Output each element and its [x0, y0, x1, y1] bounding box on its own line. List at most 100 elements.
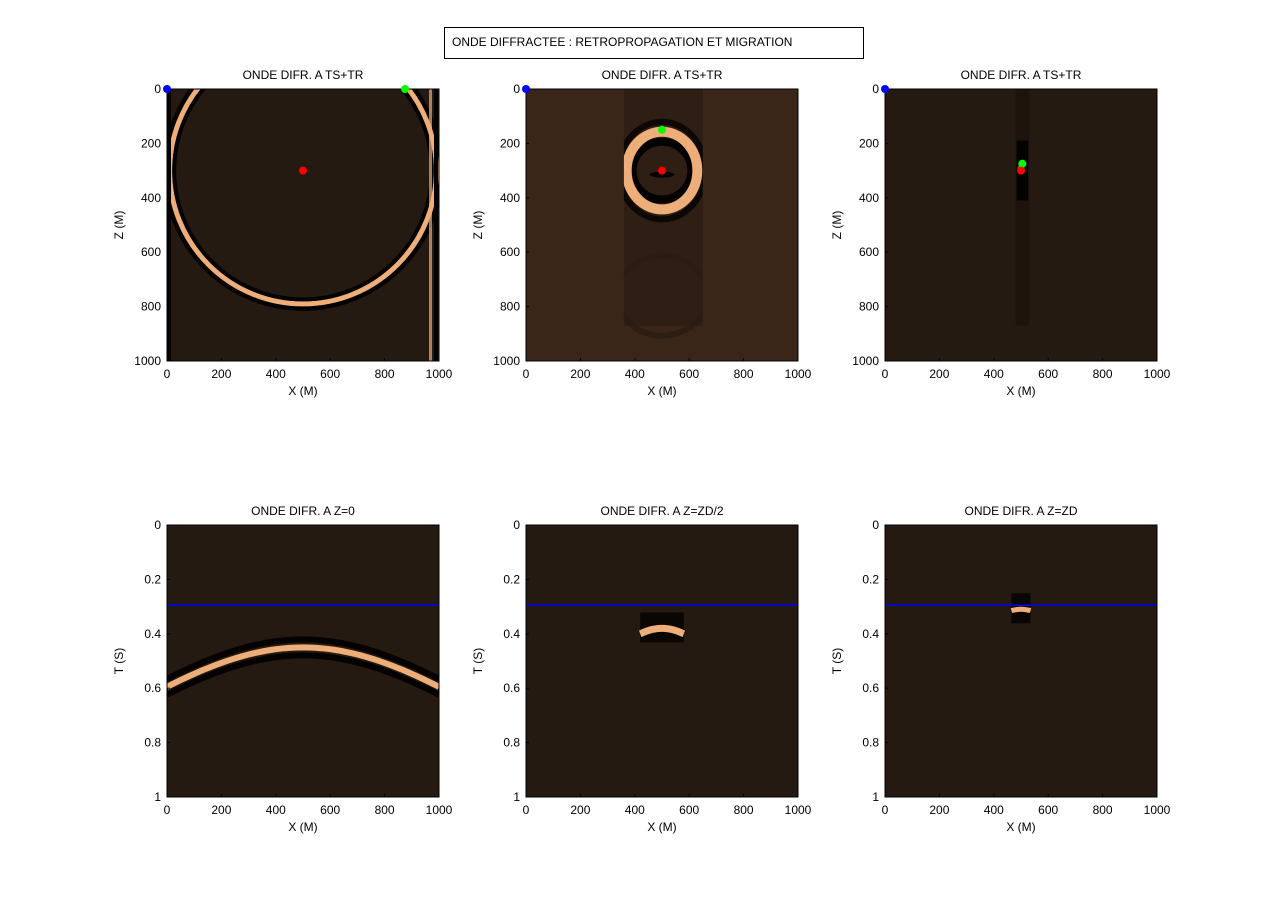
x-tick-label: 400 — [266, 803, 286, 817]
event-bright — [638, 624, 686, 638]
y-tick-label: 0 — [872, 82, 879, 96]
x-tick-label: 0 — [164, 367, 171, 381]
y-tick-label: 200 — [141, 136, 161, 150]
x-tick-label: 1000 — [785, 803, 812, 817]
y-tick-label: 400 — [141, 191, 161, 205]
plot-area — [167, 89, 439, 361]
x-axis-label: X (M) — [288, 384, 317, 398]
x-tick-label: 200 — [570, 803, 590, 817]
x-tick-label: 0 — [882, 367, 889, 381]
wavefront-dark-outer — [623, 118, 703, 223]
image-content — [167, 89, 439, 361]
image-content — [638, 612, 686, 643]
y-tick-label: 0.2 — [144, 572, 161, 586]
source-marker — [881, 85, 889, 93]
figure-title: ONDE DIFFRACTEE : RETROPROPAGATION ET MI… — [444, 27, 864, 59]
wavefront-dark-outer — [167, 89, 439, 311]
image-content — [167, 636, 439, 698]
wavefront-dark-inner — [628, 137, 696, 204]
x-tick-label: 1000 — [1144, 367, 1171, 381]
edge-artifact-left — [167, 89, 171, 361]
y-tick-label: 0 — [872, 518, 879, 532]
x-axis-label: X (M) — [288, 820, 317, 834]
y-tick-label: 1000 — [852, 354, 879, 368]
y-axis-label: T (S) — [112, 648, 126, 674]
y-tick-label: 600 — [500, 245, 520, 259]
x-tick-label: 600 — [320, 367, 340, 381]
source-marker — [522, 85, 530, 93]
y-tick-label: 600 — [141, 245, 161, 259]
receiver-marker — [658, 125, 666, 134]
x-tick-label: 400 — [984, 803, 1004, 817]
aperture-band — [1015, 89, 1030, 326]
x-tick-label: 1000 — [785, 367, 812, 381]
x-tick-label: 600 — [679, 803, 699, 817]
x-tick-label: 1000 — [426, 803, 453, 817]
y-tick-label: 1000 — [134, 354, 161, 368]
y-tick-label: 0.4 — [503, 627, 520, 641]
subplot-title: ONDE DIFR. A TS+TR — [961, 68, 1082, 82]
axes-frame — [166, 88, 440, 362]
y-tick-label: 0.4 — [862, 627, 879, 641]
y-axis-label: T (S) — [830, 648, 844, 674]
edge-artifact-right — [429, 89, 432, 361]
y-tick-label: 0.6 — [144, 681, 161, 695]
y-tick-label: 0 — [513, 518, 520, 532]
axes-frame — [525, 88, 799, 362]
x-tick-label: 800 — [375, 803, 395, 817]
y-tick-label: 0.8 — [862, 736, 879, 750]
y-tick-label: 200 — [859, 136, 879, 150]
diffractor-marker — [658, 166, 666, 175]
x-axis-label: X (M) — [1006, 820, 1035, 834]
subplot-title: ONDE DIFR. A Z=ZD/2 — [600, 504, 723, 518]
x-tick-label: 400 — [266, 367, 286, 381]
y-tick-label: 800 — [500, 300, 520, 314]
y-tick-label: 1 — [513, 790, 520, 804]
x-tick-label: 0 — [523, 367, 530, 381]
y-tick-label: 0.6 — [862, 681, 879, 695]
axes-frame — [884, 88, 1158, 362]
x-axis-label: X (M) — [1006, 384, 1035, 398]
y-tick-label: 0.2 — [862, 572, 879, 586]
plot-area — [526, 525, 798, 797]
diffractor-marker — [299, 166, 307, 175]
y-tick-label: 400 — [500, 191, 520, 205]
y-tick-label: 1 — [154, 790, 161, 804]
x-tick-label: 800 — [1093, 367, 1113, 381]
x-tick-label: 200 — [929, 803, 949, 817]
y-tick-label: 0.4 — [144, 627, 161, 641]
event-dark-bottom — [167, 652, 439, 698]
axes-frame — [525, 524, 799, 798]
image-content — [1015, 89, 1030, 326]
subplot-title: ONDE DIFR. A Z=ZD — [964, 504, 1077, 518]
x-axis-label: X (M) — [647, 384, 676, 398]
x-tick-label: 200 — [570, 367, 590, 381]
y-tick-label: 200 — [500, 136, 520, 150]
x-tick-label: 0 — [882, 803, 889, 817]
y-tick-label: 0.2 — [503, 572, 520, 586]
x-tick-label: 800 — [734, 803, 754, 817]
subplot-title: ONDE DIFR. A TS+TR — [602, 68, 723, 82]
y-tick-label: 0 — [513, 82, 520, 96]
y-tick-label: 400 — [859, 191, 879, 205]
event-bright — [167, 644, 439, 690]
x-tick-label: 200 — [211, 803, 231, 817]
x-tick-label: 800 — [375, 367, 395, 381]
x-tick-label: 800 — [734, 367, 754, 381]
wavefront-tail — [623, 252, 703, 339]
x-tick-label: 600 — [320, 803, 340, 817]
x-tick-label: 1000 — [1144, 803, 1171, 817]
subplot-4: 0 200 400 600 800 1000 0 0.2 0.4 0.6 0.8 1 ONDE DIFR… — [112, 504, 453, 834]
plot-area — [885, 525, 1157, 797]
x-tick-label: 0 — [164, 803, 171, 817]
axes-frame — [166, 524, 440, 798]
x-tick-label: 0 — [523, 803, 530, 817]
subplot-5: 0 200 400 600 800 1000 0 0.2 0.4 0.6 0.8 1 ONDE DIFR… — [471, 504, 812, 834]
x-tick-label: 1000 — [426, 367, 453, 381]
receiver-marker — [1018, 159, 1027, 168]
y-tick-label: 800 — [141, 300, 161, 314]
